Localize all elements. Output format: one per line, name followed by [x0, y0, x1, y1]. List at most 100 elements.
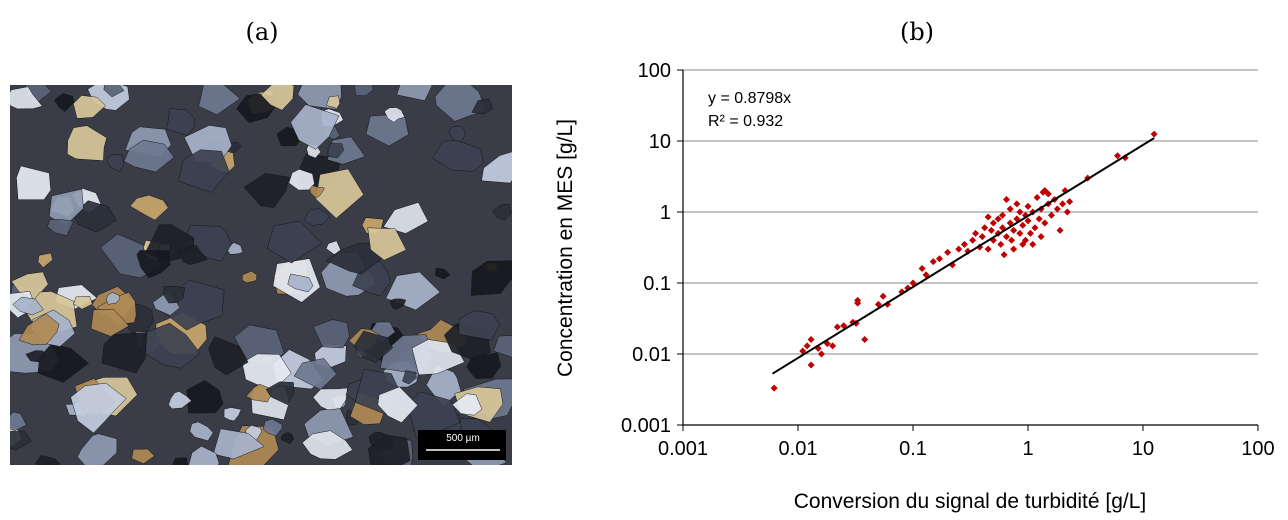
point: [1039, 188, 1047, 196]
panel-label: (b): [900, 18, 934, 46]
grain: [435, 267, 451, 280]
point: [978, 233, 986, 241]
grain: [189, 421, 214, 442]
point: [960, 240, 968, 248]
grain: [458, 310, 501, 341]
grain: [12, 296, 44, 316]
point: [1031, 224, 1039, 232]
grain: [70, 382, 127, 434]
point: [1019, 221, 1027, 229]
grain: [186, 380, 224, 414]
point: [997, 240, 1005, 248]
scale-bar: 500 µm: [418, 430, 506, 460]
point: [1059, 200, 1067, 208]
grain: [212, 428, 265, 460]
grain: [383, 202, 429, 234]
point: [817, 350, 825, 358]
grain: [18, 313, 60, 346]
grain: [243, 173, 290, 208]
grain: [326, 95, 341, 109]
point: [998, 211, 1006, 219]
point: [1013, 200, 1021, 208]
grain: [73, 95, 106, 119]
point: [1047, 211, 1055, 219]
grain: [67, 125, 107, 161]
point: [1033, 194, 1041, 202]
grain: [10, 430, 32, 451]
grain: [136, 250, 171, 279]
x-tick-label: 1: [1022, 438, 1033, 460]
grain: [451, 393, 483, 416]
point: [807, 361, 815, 369]
x-tick-label: 10: [1132, 438, 1154, 460]
trendline: [771, 137, 1155, 375]
panel-label: (a): [245, 18, 278, 46]
grain: [287, 273, 314, 293]
grain: [466, 352, 502, 379]
grain: [260, 85, 295, 111]
point: [1035, 215, 1043, 223]
grain: [354, 85, 374, 96]
point: [969, 236, 977, 244]
x-axis-title: Conversion du signal de turbidité [g/L]: [794, 490, 1147, 513]
grain: [105, 292, 121, 305]
point: [1024, 202, 1032, 210]
point: [936, 255, 944, 263]
point: [1150, 130, 1158, 138]
grain: [46, 219, 75, 237]
grain: [470, 260, 512, 296]
x-tick-label: 0.01: [779, 438, 818, 460]
grain: [10, 86, 43, 110]
grain: [123, 139, 175, 173]
grain: [309, 185, 325, 199]
point: [1016, 208, 1024, 216]
point: [1002, 233, 1010, 241]
grain: [365, 113, 409, 147]
point: [879, 292, 887, 300]
trend-r2: R² = 0.932: [708, 113, 783, 130]
grain: [293, 358, 338, 391]
grain: [265, 381, 295, 406]
point: [1021, 236, 1029, 244]
grain: [77, 433, 118, 465]
scale-bar-label: 500 µm: [446, 433, 480, 444]
point: [1010, 245, 1018, 253]
grain: [384, 107, 405, 123]
point: [1016, 229, 1024, 237]
grain: [10, 411, 27, 431]
y-tick-label: 1: [660, 202, 671, 224]
grain: [431, 140, 484, 172]
point: [955, 245, 963, 253]
x-tick-label: 0.1: [899, 438, 927, 460]
point: [1037, 233, 1045, 241]
grain: [280, 432, 294, 445]
grain: [168, 391, 192, 410]
x-tick-label: 100: [1241, 438, 1274, 460]
grain: [35, 455, 61, 465]
point: [803, 342, 811, 350]
y-tick-label: 10: [649, 131, 671, 153]
point: [1041, 219, 1049, 227]
point: [989, 219, 997, 227]
grain: [223, 407, 242, 422]
point: [829, 342, 837, 350]
grain: [290, 104, 340, 150]
point: [981, 224, 989, 232]
grain: [101, 332, 148, 374]
grain: [481, 151, 512, 184]
grain: [106, 154, 125, 172]
grain: [312, 319, 350, 349]
point: [1008, 236, 1016, 244]
y-tick-label: 0.1: [643, 273, 671, 295]
grain: [25, 350, 45, 363]
grain: [367, 227, 407, 261]
grain: [242, 270, 258, 283]
grain: [377, 386, 419, 424]
point: [854, 299, 862, 307]
grain: [177, 244, 208, 265]
point: [1113, 152, 1121, 160]
grain: [131, 448, 155, 465]
point: [1063, 208, 1071, 216]
grain: [198, 85, 241, 116]
